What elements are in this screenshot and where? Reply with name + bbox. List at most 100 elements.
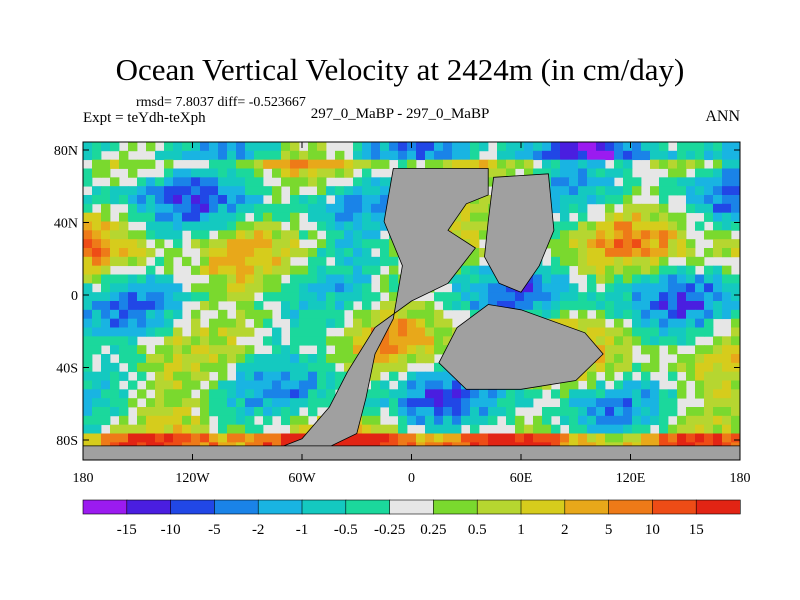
- field-cell: [668, 283, 678, 293]
- field-cell: [317, 186, 327, 196]
- field-cell: [281, 283, 291, 293]
- colorbar-label: -2: [252, 522, 265, 538]
- field-cell: [146, 274, 156, 284]
- field-cell: [236, 415, 246, 426]
- field-cell: [254, 159, 264, 169]
- field-cell: [434, 345, 444, 355]
- field-cell: [596, 309, 606, 320]
- field-cell: [713, 248, 723, 258]
- field-cell: [389, 142, 399, 152]
- field-cell: [236, 318, 246, 328]
- field-cell: [605, 212, 615, 222]
- field-cell: [578, 301, 588, 311]
- field-cell: [623, 301, 633, 311]
- field-cell: [560, 203, 570, 214]
- field-cell: [704, 362, 714, 373]
- field-cell: [317, 168, 327, 178]
- field-cell: [182, 415, 192, 426]
- y-tick-label: 40N: [54, 217, 78, 232]
- field-cell: [407, 150, 417, 161]
- field-cell: [641, 256, 651, 267]
- field-cell: [119, 283, 129, 293]
- field-cell: [164, 398, 174, 408]
- field-cell: [461, 265, 471, 275]
- field-cell: [524, 283, 534, 293]
- field-cell: [218, 336, 228, 346]
- field-cell: [650, 230, 660, 240]
- field-cell: [515, 142, 525, 152]
- field-cell: [353, 186, 363, 196]
- field-cell: [326, 336, 336, 346]
- field-cell: [371, 203, 381, 214]
- field-cell: [704, 318, 714, 328]
- field-cell: [299, 283, 309, 293]
- field-cell: [650, 354, 660, 364]
- field-cell: [596, 292, 606, 302]
- field-cell: [542, 265, 552, 275]
- field-cell: [281, 265, 291, 275]
- field-cell: [101, 186, 111, 196]
- field-cell: [470, 424, 480, 434]
- field-cell: [452, 283, 462, 293]
- field-cell: [281, 354, 291, 364]
- field-cell: [398, 389, 408, 399]
- field-cell: [101, 265, 111, 275]
- field-cell: [560, 142, 570, 152]
- field-cell: [326, 265, 336, 275]
- field-cell: [488, 159, 498, 169]
- field-cell: [245, 309, 255, 320]
- field-cell: [101, 407, 111, 417]
- field-cell: [443, 292, 453, 302]
- field-cell: [299, 168, 309, 178]
- field-cell: [182, 380, 192, 390]
- field-cell: [695, 283, 705, 293]
- field-cell: [236, 424, 246, 434]
- field-cell: [236, 301, 246, 311]
- field-cell: [236, 292, 246, 302]
- field-cell: [569, 195, 579, 205]
- field-cell: [308, 142, 318, 152]
- field-cell: [713, 407, 723, 417]
- field-cell: [560, 415, 570, 426]
- field-cell: [524, 159, 534, 169]
- field-cell: [479, 301, 489, 311]
- field-cell: [254, 362, 264, 373]
- field-cell: [551, 186, 561, 196]
- field-cell: [623, 142, 633, 152]
- field-cell: [587, 230, 597, 240]
- field-cell: [470, 274, 480, 284]
- field-cell: [191, 230, 201, 240]
- field-cell: [308, 159, 318, 169]
- field-cell: [209, 354, 219, 364]
- field-cell: [416, 301, 426, 311]
- field-cell: [155, 203, 165, 214]
- field-cell: [128, 433, 138, 443]
- field-cell: [623, 407, 633, 417]
- field-cell: [218, 195, 228, 205]
- field-cell: [416, 345, 426, 355]
- field-cell: [704, 150, 714, 161]
- field-cell: [614, 309, 624, 320]
- field-cell: [596, 186, 606, 196]
- field-cell: [299, 195, 309, 205]
- field-cell: [596, 301, 606, 311]
- field-cell: [605, 292, 615, 302]
- field-cell: [362, 265, 372, 275]
- field-cell: [353, 150, 363, 161]
- field-cell: [155, 318, 165, 328]
- field-cell: [560, 265, 570, 275]
- field-cell: [659, 433, 669, 443]
- field-cell: [380, 283, 390, 293]
- field-cell: [569, 407, 579, 417]
- field-cell: [452, 230, 462, 240]
- field-cell: [713, 424, 723, 434]
- chart-title: Ocean Vertical Velocity at 2424m (in cm/…: [115, 52, 685, 87]
- field-cell: [164, 371, 174, 381]
- field-cell: [218, 292, 228, 302]
- field-cell: [713, 380, 723, 390]
- field-cell: [695, 274, 705, 284]
- field-cell: [587, 239, 597, 249]
- field-cell: [299, 336, 309, 346]
- field-cell: [713, 150, 723, 161]
- colorbar-swatch: [345, 499, 391, 515]
